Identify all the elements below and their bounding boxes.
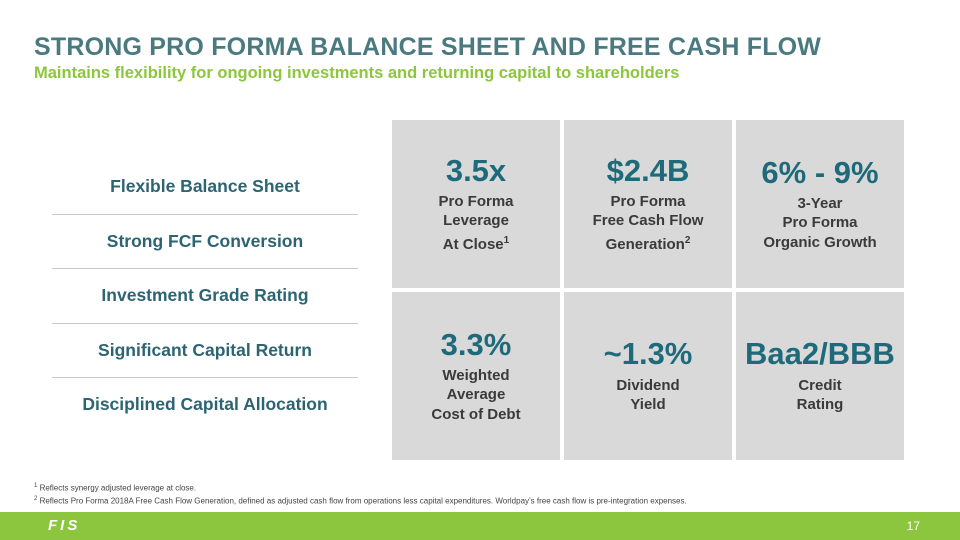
metric-label-line: Dividend — [616, 376, 680, 394]
metric-value: $2.4B — [606, 152, 690, 188]
metric-tile-dividend-yield: ~1.3% Dividend Yield — [564, 292, 732, 460]
metric-label-line: Leverage — [443, 212, 509, 230]
page-subtitle: Maintains flexibility for ongoing invest… — [34, 64, 680, 82]
metric-tile-credit-rating: Baa2/BBB Credit Rating — [736, 292, 904, 460]
highlights-list: Flexible Balance Sheet Strong FCF Conver… — [52, 160, 358, 432]
footer-bar: FIS 17 — [0, 512, 960, 540]
metric-label-line: 3-Year — [797, 194, 843, 212]
footnote-ref: 1 — [503, 234, 510, 246]
metric-label-line: Weighted — [442, 366, 510, 384]
list-item-flexible-balance-sheet: Flexible Balance Sheet — [110, 176, 300, 197]
footnote-ref: 2 — [684, 234, 691, 246]
metric-label-line: Credit — [798, 376, 842, 394]
divider — [52, 213, 358, 215]
metric-label-line: Rating — [796, 396, 844, 414]
metric-label-line: Generation2 — [605, 234, 691, 253]
metric-tile-free-cash-flow: $2.4B Pro Forma Free Cash Flow Generatio… — [564, 120, 732, 288]
list-item-strong-fcf-conversion: Strong FCF Conversion — [106, 230, 304, 251]
footnote-2: 2 Reflects Pro Forma 2018A Free Cash Flo… — [34, 495, 687, 506]
metric-label-line: At Close1 — [442, 234, 510, 253]
list-item-disciplined-capital-allocation: Disciplined Capital Allocation — [82, 394, 328, 415]
metric-value: 3.3% — [440, 326, 512, 362]
list-item-significant-capital-return: Significant Capital Return — [98, 339, 312, 360]
metric-value: ~1.3% — [603, 336, 693, 372]
fis-logo: FIS — [48, 517, 81, 534]
footnote-1: 1 Reflects synergy adjusted leverage at … — [34, 483, 197, 493]
divider — [52, 268, 358, 269]
page-number: 17 — [906, 519, 920, 533]
metric-label-line: Pro Forma — [610, 192, 686, 210]
metric-label-line: Yield — [630, 396, 666, 414]
metric-label-line: Pro Forma — [782, 214, 858, 232]
footnotes: 1 Reflects synergy adjusted leverage at … — [34, 481, 687, 506]
divider — [52, 377, 358, 378]
metric-value: 6% - 9% — [761, 154, 879, 190]
metric-tile-leverage: 3.5x Pro Forma Leverage At Close1 — [392, 120, 560, 288]
metric-value: Baa2/BBB — [745, 336, 895, 372]
metric-label-line: Free Cash Flow — [592, 212, 704, 230]
metric-label-line: Organic Growth — [763, 233, 877, 251]
metric-tile-organic-growth: 6% - 9% 3-Year Pro Forma Organic Growth — [736, 120, 904, 288]
page-title: STRONG PRO FORMA BALANCE SHEET AND FREE … — [34, 33, 822, 61]
metric-label-line: Average — [446, 386, 506, 404]
metric-value: 3.5x — [445, 152, 507, 188]
divider — [52, 322, 358, 324]
list-item-investment-grade-rating: Investment Grade Rating — [101, 285, 309, 306]
metrics-grid: 3.5x Pro Forma Leverage At Close1 $2.4B … — [392, 120, 904, 461]
metric-tile-cost-of-debt: 3.3% Weighted Average Cost of Debt — [392, 292, 560, 460]
metric-label-line: Pro Forma — [438, 192, 514, 210]
metric-label-line: Cost of Debt — [431, 405, 521, 423]
